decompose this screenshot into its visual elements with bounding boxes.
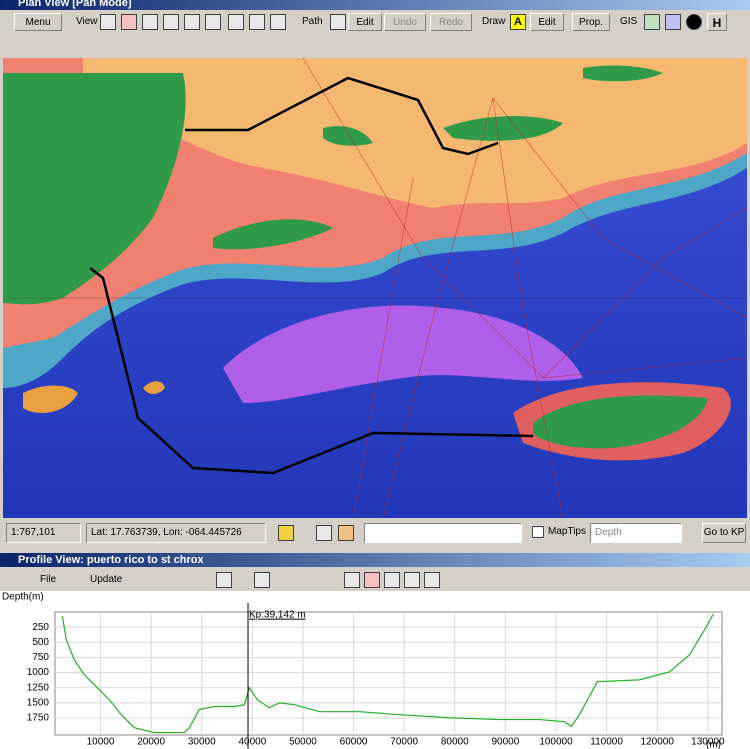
pan-tool-2[interactable] — [424, 572, 440, 588]
islet — [143, 381, 165, 394]
gis-label: GIS — [620, 16, 638, 27]
scale-tool[interactable] — [216, 572, 232, 588]
x-tick-label: 120000 — [641, 737, 675, 748]
layers2-tool[interactable] — [665, 14, 681, 30]
plateau — [83, 58, 747, 208]
zoom-tool[interactable] — [121, 14, 137, 30]
path-edit-button[interactable]: Edit — [348, 13, 382, 31]
kp-label: Kp:39,142 m — [249, 610, 306, 621]
profile-toolbar: File Update — [0, 569, 750, 591]
x-tick-label: 80000 — [441, 737, 469, 748]
depth-line — [61, 613, 714, 734]
x-tick-label: 70000 — [390, 737, 418, 748]
path-tool[interactable] — [330, 14, 346, 30]
plan-title-bar: Plan View [Pan Mode] — [0, 0, 750, 10]
zoom-in-tool[interactable] — [142, 14, 158, 30]
plan-title: Plan View [Pan Mode] — [18, 0, 132, 9]
maptips-checkbox[interactable] — [532, 526, 544, 538]
goto-kp-button[interactable]: Go to KP — [702, 523, 746, 543]
y-tick-label: 250 — [32, 622, 49, 633]
draw-edit-button[interactable]: Edit — [530, 13, 564, 31]
update-menu[interactable]: Update — [90, 574, 123, 585]
info-tool[interactable] — [686, 14, 702, 30]
island-ne — [583, 65, 663, 82]
profile-chart: Depth(m) (m) 250 500 750 1000 1250 1500 1750 10… — [0, 591, 750, 749]
trough — [223, 305, 583, 403]
profile-title-bar: Profile View: puerto rico to st chrox — [0, 553, 750, 567]
y-tick-label: 1000 — [27, 667, 50, 678]
crosshair-tool[interactable] — [278, 525, 294, 541]
island-north — [443, 116, 563, 141]
chart-background — [0, 591, 750, 749]
redo-button[interactable]: Redo — [430, 13, 472, 31]
y-tick-label: 1750 — [27, 713, 50, 724]
x-tick-label: 60000 — [340, 737, 368, 748]
fit-tool[interactable] — [254, 572, 270, 588]
layer-select[interactable]: Depth — [590, 523, 682, 543]
coords-field: Lat: 17.763739, Lon: -064.445726 — [86, 523, 266, 543]
search-field[interactable] — [364, 523, 522, 543]
island-st-croix — [533, 395, 708, 449]
x-tick-label: 90000 — [491, 737, 519, 748]
path-label: Path — [302, 16, 323, 27]
text-tool[interactable]: A — [510, 14, 526, 30]
route-profile — [89, 267, 534, 475]
route-north — [185, 76, 499, 156]
menu-button[interactable]: Menu — [14, 13, 62, 31]
y-tick-label: 500 — [32, 637, 49, 648]
select-tool[interactable] — [100, 14, 116, 30]
map — [3, 58, 747, 518]
x-axis-label: (m) — [706, 740, 721, 749]
cable-lines — [3, 58, 747, 518]
plot-area — [54, 611, 723, 736]
x-tick-label: 100000 — [539, 737, 573, 748]
view-label: View — [76, 16, 98, 27]
zoom-out-tool-2[interactable] — [404, 572, 420, 588]
eraser-tool[interactable] — [316, 525, 332, 541]
scale-field: 1:767,101 — [6, 523, 81, 543]
pan-tool[interactable] — [184, 14, 200, 30]
profile-tool[interactable] — [228, 14, 244, 30]
draw-label: Draw — [482, 16, 506, 27]
zoom-tool-2[interactable] — [364, 572, 380, 588]
export-tool[interactable] — [270, 14, 286, 30]
island-sw — [23, 385, 78, 413]
y-axis-label: Depth(m) — [2, 592, 44, 603]
x-tick-label: 10000 — [87, 737, 115, 748]
profile-title: Profile View: puerto rico to st chrox — [18, 554, 204, 566]
back-tool[interactable] — [249, 14, 265, 30]
plan-toolbar: Menu View Path Edit Undo Redo Draw A Edi… — [0, 10, 750, 36]
y-tick-label: 1500 — [27, 698, 50, 709]
y-tick-label: 750 — [32, 652, 49, 663]
zoom-out-tool[interactable] — [163, 14, 179, 30]
prop-button[interactable]: Prop. — [572, 13, 610, 31]
maptips-label: MapTips — [548, 526, 586, 537]
x-tick-label: 30000 — [188, 737, 216, 748]
x-tick-label: 40000 — [238, 737, 266, 748]
y-tick-label: 1250 — [27, 682, 50, 693]
x-tick-label: 110000 — [590, 737, 623, 748]
sun-tool[interactable] — [338, 525, 354, 541]
file-menu[interactable]: File — [40, 574, 57, 585]
island-mona — [213, 219, 333, 250]
h-button[interactable]: H — [707, 13, 727, 31]
status-bar: 1:767,101 Lat: 17.763739, Lon: -064.4457… — [0, 518, 750, 546]
select-tool-2[interactable] — [344, 572, 360, 588]
zoom-in-tool-2[interactable] — [384, 572, 400, 588]
land-west — [3, 73, 186, 305]
island-small — [323, 126, 373, 146]
x-tick-label: 50000 — [289, 737, 317, 748]
x-tick-label: 130000 — [691, 737, 725, 748]
x-tick-label: 20000 — [137, 737, 165, 748]
undo-button[interactable]: Undo — [384, 13, 426, 31]
extent-tool[interactable] — [205, 14, 221, 30]
layers-tool[interactable] — [644, 14, 660, 30]
